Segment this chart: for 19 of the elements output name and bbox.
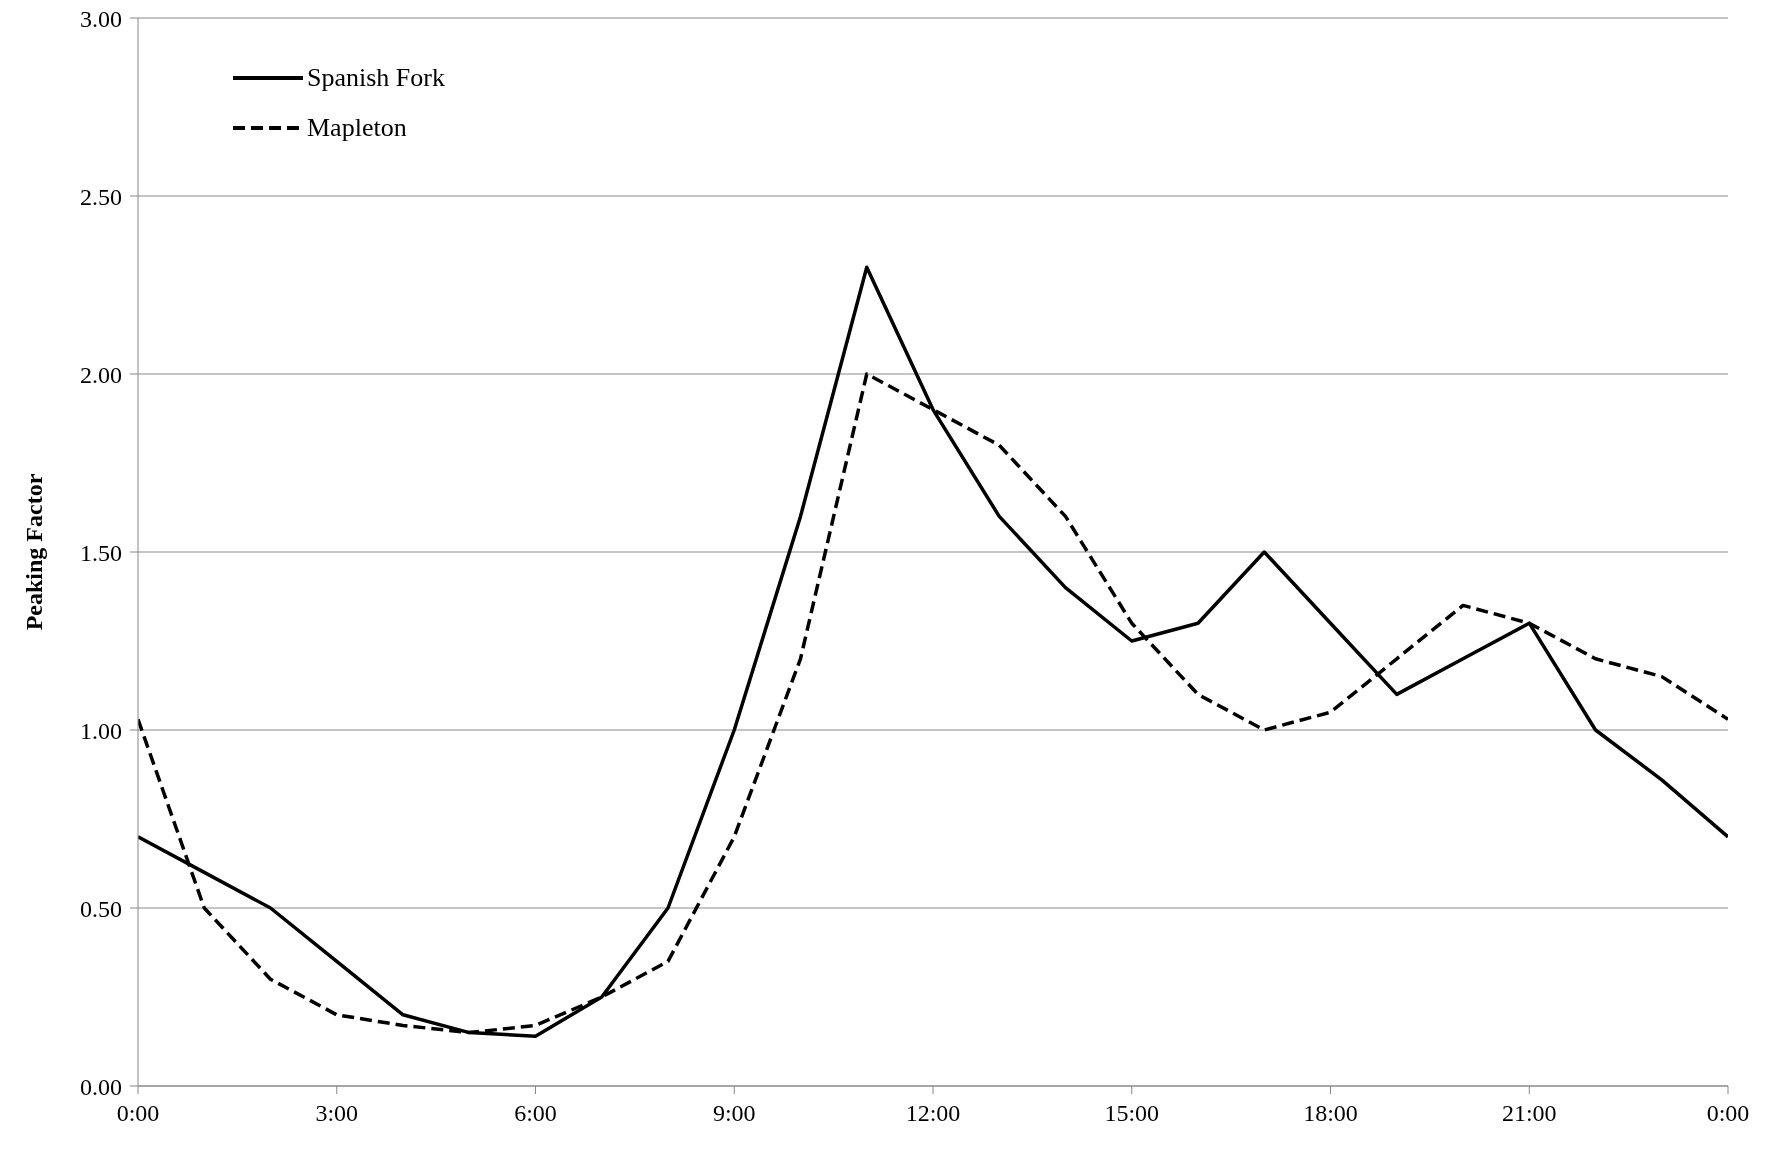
x-tick-label: 18:00: [1303, 1100, 1358, 1127]
y-tick-label: 1.50: [80, 539, 122, 566]
y-tick-label: 0.50: [80, 895, 122, 922]
y-tick-label: 1.00: [80, 717, 122, 744]
x-tick-label: 3:00: [315, 1100, 359, 1127]
x-tick-label: 12:00: [905, 1100, 961, 1127]
x-tick-label: 15:00: [1104, 1100, 1160, 1127]
x-tick-label: 21:00: [1501, 1100, 1557, 1127]
y-axis-title: Peaking Factor: [20, 473, 47, 631]
y-tick-label: 2.50: [80, 183, 122, 210]
y-tick-label: 2.00: [80, 361, 122, 388]
y-tick-label: 3.00: [80, 5, 122, 32]
x-tick-label: 0:00: [116, 1100, 160, 1127]
x-tick-label: 0:00: [1706, 1100, 1750, 1127]
x-tick-label: 6:00: [514, 1100, 557, 1127]
legend-label: Spanish Fork: [307, 63, 445, 93]
x-tick-label: 9:00: [712, 1100, 756, 1127]
legend-label: Mapleton: [307, 113, 407, 143]
y-tick-label: 0.00: [80, 1073, 122, 1100]
